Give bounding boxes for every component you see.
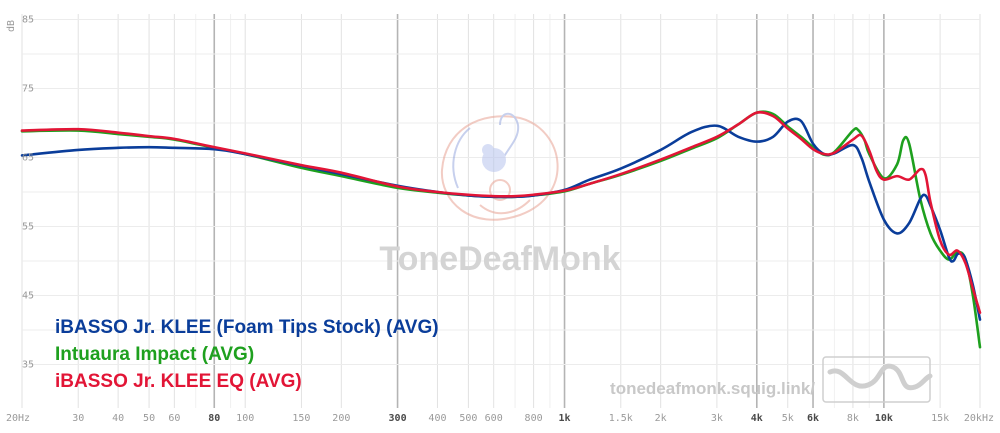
x-tick-label: 2k — [655, 413, 667, 424]
x-tick-label: 10k — [875, 413, 893, 424]
x-tick-label: 5k — [782, 413, 794, 424]
y-tick-label: 55 — [22, 222, 34, 233]
legend-entry-1[interactable]: Intuaura Impact (AVG) — [55, 344, 254, 365]
x-tick-label: 20Hz — [6, 413, 30, 424]
x-tick-label: 3k — [711, 413, 723, 424]
x-tick-label: 50 — [143, 413, 155, 424]
y-axis-labels: 85 75 65 55 45 35 — [22, 15, 34, 371]
y-axis-title: dB — [6, 20, 17, 32]
x-tick-label: 30 — [72, 413, 84, 424]
x-tick-label: 600 — [485, 413, 503, 424]
y-tick-label: 75 — [22, 84, 34, 95]
grid-y — [22, 19, 980, 365]
x-tick-label: 200 — [332, 413, 350, 424]
watermark-brand: ToneDeafMonk — [379, 240, 620, 278]
y-tick-label: 45 — [22, 291, 34, 302]
x-tick-label: 1.5k — [609, 413, 633, 424]
x-tick-label: 4k — [751, 413, 763, 424]
series-line-2 — [20, 110, 982, 315]
legend-entry-2[interactable]: iBASSO Jr. KLEE EQ (AVG) — [55, 371, 302, 392]
x-tick-label: 100 — [236, 413, 254, 424]
watermark-graph-icon — [822, 356, 933, 403]
x-tick-label: 150 — [292, 413, 310, 424]
x-tick-label: 300 — [389, 413, 407, 424]
legend-entry-0[interactable]: iBASSO Jr. KLEE (Foam Tips Stock) (AVG) — [55, 317, 439, 338]
x-tick-label: 400 — [428, 413, 446, 424]
x-axis-labels: 20Hz 30 40 50 60 80 100 150 200 300 400 500 600 800 1k… — [6, 413, 994, 424]
x-tick-label: 8k — [847, 413, 859, 424]
y-tick-label: 85 — [22, 15, 34, 26]
x-tick-label: 1k — [559, 413, 571, 424]
x-tick-label: 500 — [459, 413, 477, 424]
x-tick-label: 40 — [112, 413, 124, 424]
y-tick-label: 35 — [22, 360, 34, 371]
watermark-logo — [440, 112, 559, 221]
watermark-url: tonedeafmonk.squig.link/ — [610, 379, 815, 398]
x-tick-label: 15k — [931, 413, 949, 424]
x-tick-label: 20kHz — [964, 413, 994, 424]
x-tick-label: 800 — [525, 413, 543, 424]
legend: iBASSO Jr. KLEE (Foam Tips Stock) (AVG) I… — [55, 317, 439, 392]
curves — [20, 110, 982, 349]
x-tick-label: 80 — [208, 413, 220, 424]
x-tick-label: 6k — [807, 413, 819, 424]
grid-x — [21, 14, 981, 408]
x-tick-label: 60 — [168, 413, 180, 424]
y-tick-label: 65 — [22, 153, 34, 164]
